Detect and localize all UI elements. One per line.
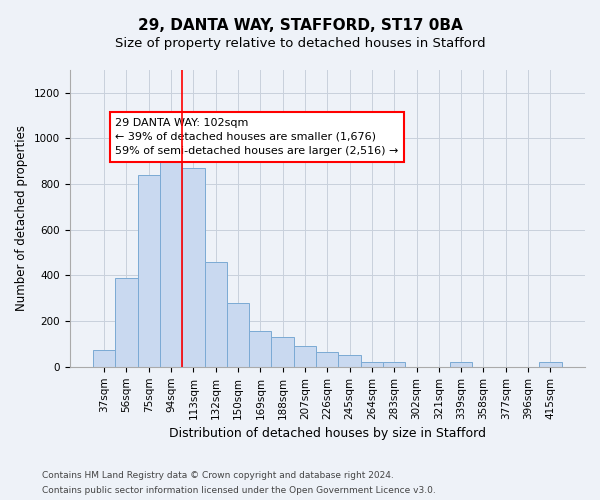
Bar <box>249 332 271 367</box>
Bar <box>182 168 205 367</box>
Text: Contains public sector information licensed under the Open Government Licence v3: Contains public sector information licen… <box>42 486 436 495</box>
Bar <box>160 144 182 367</box>
Bar <box>93 350 115 367</box>
Bar <box>316 352 338 367</box>
Bar <box>115 278 137 367</box>
Text: Size of property relative to detached houses in Stafford: Size of property relative to detached ho… <box>115 38 485 51</box>
Bar <box>205 262 227 367</box>
Bar <box>361 362 383 367</box>
Bar <box>383 362 406 367</box>
Bar <box>294 346 316 367</box>
Y-axis label: Number of detached properties: Number of detached properties <box>15 126 28 312</box>
Bar <box>539 362 562 367</box>
X-axis label: Distribution of detached houses by size in Stafford: Distribution of detached houses by size … <box>169 427 486 440</box>
Text: 29 DANTA WAY: 102sqm
← 39% of detached houses are smaller (1,676)
59% of semi-de: 29 DANTA WAY: 102sqm ← 39% of detached h… <box>115 118 398 156</box>
Bar <box>338 356 361 367</box>
Bar <box>450 362 472 367</box>
Bar <box>227 303 249 367</box>
Bar <box>137 175 160 367</box>
Bar <box>271 337 294 367</box>
Text: 29, DANTA WAY, STAFFORD, ST17 0BA: 29, DANTA WAY, STAFFORD, ST17 0BA <box>137 18 463 32</box>
Text: Contains HM Land Registry data © Crown copyright and database right 2024.: Contains HM Land Registry data © Crown c… <box>42 471 394 480</box>
